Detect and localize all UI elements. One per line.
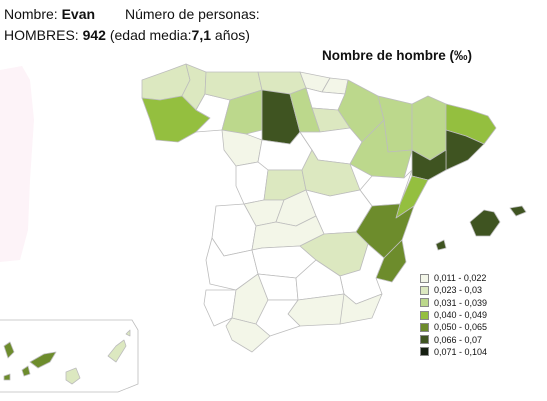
- canary-islands-inset: [0, 319, 139, 393]
- province-baleares-ibiza[interactable]: [435, 239, 447, 251]
- gender-label: HOMBRES:: [4, 27, 79, 43]
- legend-label: 0,040 - 0,049: [434, 310, 488, 321]
- province-santa-cruz-tenerife[interactable]: [3, 341, 57, 381]
- province-zamora[interactable]: [221, 129, 263, 167]
- province-leon[interactable]: [221, 89, 263, 135]
- province-zaragoza[interactable]: [349, 119, 413, 179]
- province-las-palmas[interactable]: [65, 329, 131, 385]
- name-label: Nombre:: [4, 6, 58, 22]
- legend-swatch: [420, 298, 429, 308]
- legend-row: 0,023 - 0,03: [420, 284, 487, 296]
- legend-label: 0,031 - 0,039: [434, 297, 488, 308]
- province-huelva[interactable]: [203, 289, 237, 327]
- legend-row: 0,050 - 0,065: [420, 321, 487, 333]
- province-almeria[interactable]: [339, 293, 383, 325]
- legend-swatch: [420, 335, 429, 345]
- province-jaen[interactable]: [295, 259, 345, 301]
- provinces-layer: [141, 63, 527, 353]
- legend-label: 0,071 - 0,104: [434, 346, 488, 357]
- legend-swatch: [420, 273, 429, 283]
- portugal-region: [0, 66, 34, 262]
- province-lleida[interactable]: [411, 95, 447, 161]
- legend-label: 0,050 - 0,065: [434, 322, 488, 333]
- legend-row: 0,066 - 0,07: [420, 333, 487, 345]
- persons-label: Número de personas:: [125, 6, 260, 22]
- legend-row: 0,071 - 0,104: [420, 346, 487, 358]
- legend-label: 0,023 - 0,03: [434, 285, 483, 296]
- legend-row: 0,011 - 0,022: [420, 272, 487, 284]
- avg-prefix: (edad media:: [109, 27, 192, 43]
- legend-row: 0,031 - 0,039: [420, 297, 487, 309]
- count-line: HOMBRES: 942 (edad media:7,1 años): [4, 27, 250, 43]
- province-cadiz[interactable]: [225, 317, 271, 353]
- avg-suffix: años): [214, 27, 250, 43]
- legend-swatch: [420, 310, 429, 320]
- province-burgos[interactable]: [289, 87, 321, 133]
- legend-swatch: [420, 322, 429, 332]
- avg-value: 7,1: [191, 27, 212, 43]
- legend-label: 0,066 - 0,07: [434, 334, 483, 345]
- legend-label: 0,011 - 0,022: [434, 273, 487, 284]
- count-value: 942: [82, 27, 106, 43]
- province-salamanca[interactable]: [235, 161, 269, 205]
- legend-swatch: [420, 285, 429, 295]
- name-value: Evan: [61, 6, 96, 22]
- legend-swatch: [420, 347, 429, 357]
- legend-row: 0,040 - 0,049: [420, 309, 487, 321]
- province-baleares-menorca[interactable]: [509, 205, 527, 217]
- inset-frame: [0, 319, 139, 393]
- legend: 0,011 - 0,022 0,023 - 0,03 0,031 - 0,039…: [420, 272, 487, 358]
- name-line: Nombre: Evan: [4, 6, 95, 22]
- province-baleares-mallorca[interactable]: [469, 209, 501, 237]
- map-title: Nombre de hombre (‰): [322, 48, 473, 63]
